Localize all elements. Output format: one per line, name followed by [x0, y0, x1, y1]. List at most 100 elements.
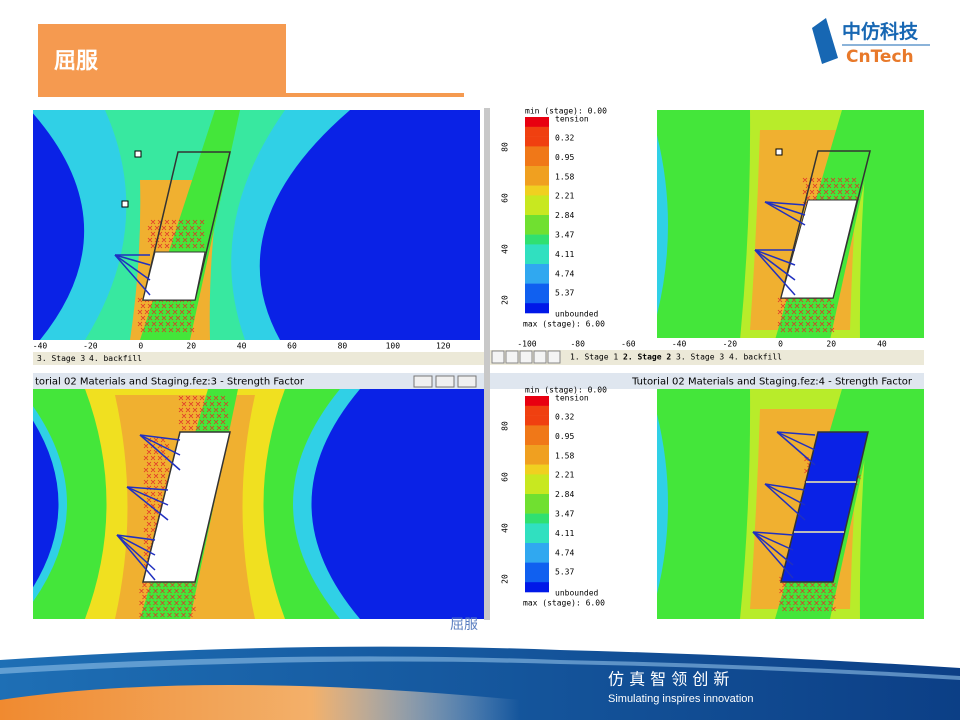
y-tick-label: 60	[501, 193, 510, 203]
anchor	[776, 431, 816, 466]
legend-swatch	[525, 303, 549, 314]
x-tick-label: -100	[517, 340, 536, 349]
legend-swatch	[525, 185, 549, 196]
anchor	[752, 531, 794, 536]
x-tick-label: -40	[672, 340, 687, 349]
nav-button[interactable]	[505, 350, 519, 364]
yield-marks	[147, 219, 205, 249]
footer-swoosh	[0, 685, 520, 720]
anchor	[754, 249, 796, 266]
x-tick-label: 60	[287, 342, 297, 351]
anchor	[139, 434, 181, 441]
anchor	[126, 486, 169, 491]
legend-label: 1.58	[555, 172, 574, 181]
legend-swatch	[525, 224, 549, 235]
legend-heading: tension	[555, 115, 589, 124]
tab-bar	[33, 352, 484, 365]
legend-max: max (stage): 6.00	[523, 599, 605, 608]
legend-swatch	[525, 582, 549, 593]
excavation-open	[780, 199, 858, 299]
legend-min: min (stage): 0.00	[525, 107, 607, 116]
window-button[interactable]	[413, 375, 433, 388]
legend-min: min (stage): 0.00	[525, 386, 607, 395]
legend-label: 2.21	[555, 471, 574, 480]
nav-button[interactable]	[519, 350, 533, 364]
point	[134, 150, 142, 158]
legend-label: 0.95	[555, 432, 574, 441]
legend-label: 5.37	[555, 289, 574, 298]
legend-swatch	[525, 435, 549, 446]
splitter	[484, 108, 490, 620]
x-tick-label: -20	[723, 340, 738, 349]
legend-swatch	[525, 166, 549, 177]
yield-marks	[178, 395, 229, 431]
anchor	[126, 486, 169, 506]
anchor	[116, 534, 156, 571]
anchor	[764, 201, 806, 226]
anchor	[752, 531, 794, 566]
anchor	[116, 534, 156, 581]
anchor	[776, 431, 816, 451]
legend-swatch	[525, 293, 549, 304]
window-button[interactable]	[457, 375, 477, 388]
nav-button[interactable]	[533, 350, 547, 364]
anchor	[764, 483, 806, 521]
legend-swatch	[525, 234, 549, 245]
legend-panel	[497, 389, 657, 619]
legend-label: 2.84	[555, 490, 574, 499]
legend-swatch	[525, 254, 549, 265]
anchor	[764, 483, 806, 491]
plot	[33, 110, 480, 340]
legend-end: unbounded	[555, 310, 599, 319]
anchor	[764, 201, 806, 216]
nav-button[interactable]	[491, 350, 505, 364]
anchor	[114, 254, 151, 296]
nav-button[interactable]	[547, 350, 561, 364]
legend-swatch	[525, 264, 549, 275]
legend-swatch	[525, 117, 549, 128]
point	[775, 148, 783, 156]
legend-label: 0.95	[555, 153, 574, 162]
legend-swatch	[525, 454, 549, 465]
tab: 1. Stage 1	[570, 353, 618, 362]
title-bar	[33, 373, 484, 389]
plot	[657, 110, 924, 338]
legend-swatch	[525, 572, 549, 583]
footer-light	[0, 656, 960, 680]
anchor	[752, 531, 794, 579]
x-tick-label: -60	[621, 340, 636, 349]
slogan-cn: 仿 真 智 领 创 新	[608, 670, 729, 689]
anchor	[116, 534, 156, 556]
header-rule	[38, 93, 464, 97]
axis-strip	[33, 340, 480, 352]
legend-label: 2.84	[555, 211, 574, 220]
window-title: Tutorial 02 Materials and Staging.fez:4 …	[631, 377, 913, 388]
x-tick-label: -80	[570, 340, 585, 349]
axis-strip	[490, 338, 924, 350]
legend-swatch	[525, 533, 549, 544]
legend-label: 4.11	[555, 250, 574, 259]
legend-end: unbounded	[555, 589, 599, 598]
tab: 3. Stage 3	[37, 354, 85, 363]
legend-swatch	[525, 195, 549, 206]
x-tick-label: 80	[338, 342, 348, 351]
legend-swatch	[525, 396, 549, 407]
tab: 4. backfill	[729, 353, 782, 362]
y-tick-label: 80	[501, 421, 510, 431]
legend-swatch	[525, 445, 549, 456]
x-tick-label: 100	[386, 342, 401, 351]
x-tick-label: 0	[138, 342, 143, 351]
header-box	[38, 24, 286, 97]
contour-band	[657, 135, 668, 315]
anchor	[126, 486, 169, 521]
legend-swatch	[525, 484, 549, 495]
window-button[interactable]	[435, 375, 455, 388]
x-tick-label: 40	[877, 340, 887, 349]
legend-label: 3.47	[555, 510, 574, 519]
legend-swatch	[525, 205, 549, 216]
legend-swatch	[525, 513, 549, 524]
legend-max: max (stage): 6.00	[523, 320, 605, 329]
x-tick-label: 0	[778, 340, 783, 349]
legend-swatch	[525, 552, 549, 563]
